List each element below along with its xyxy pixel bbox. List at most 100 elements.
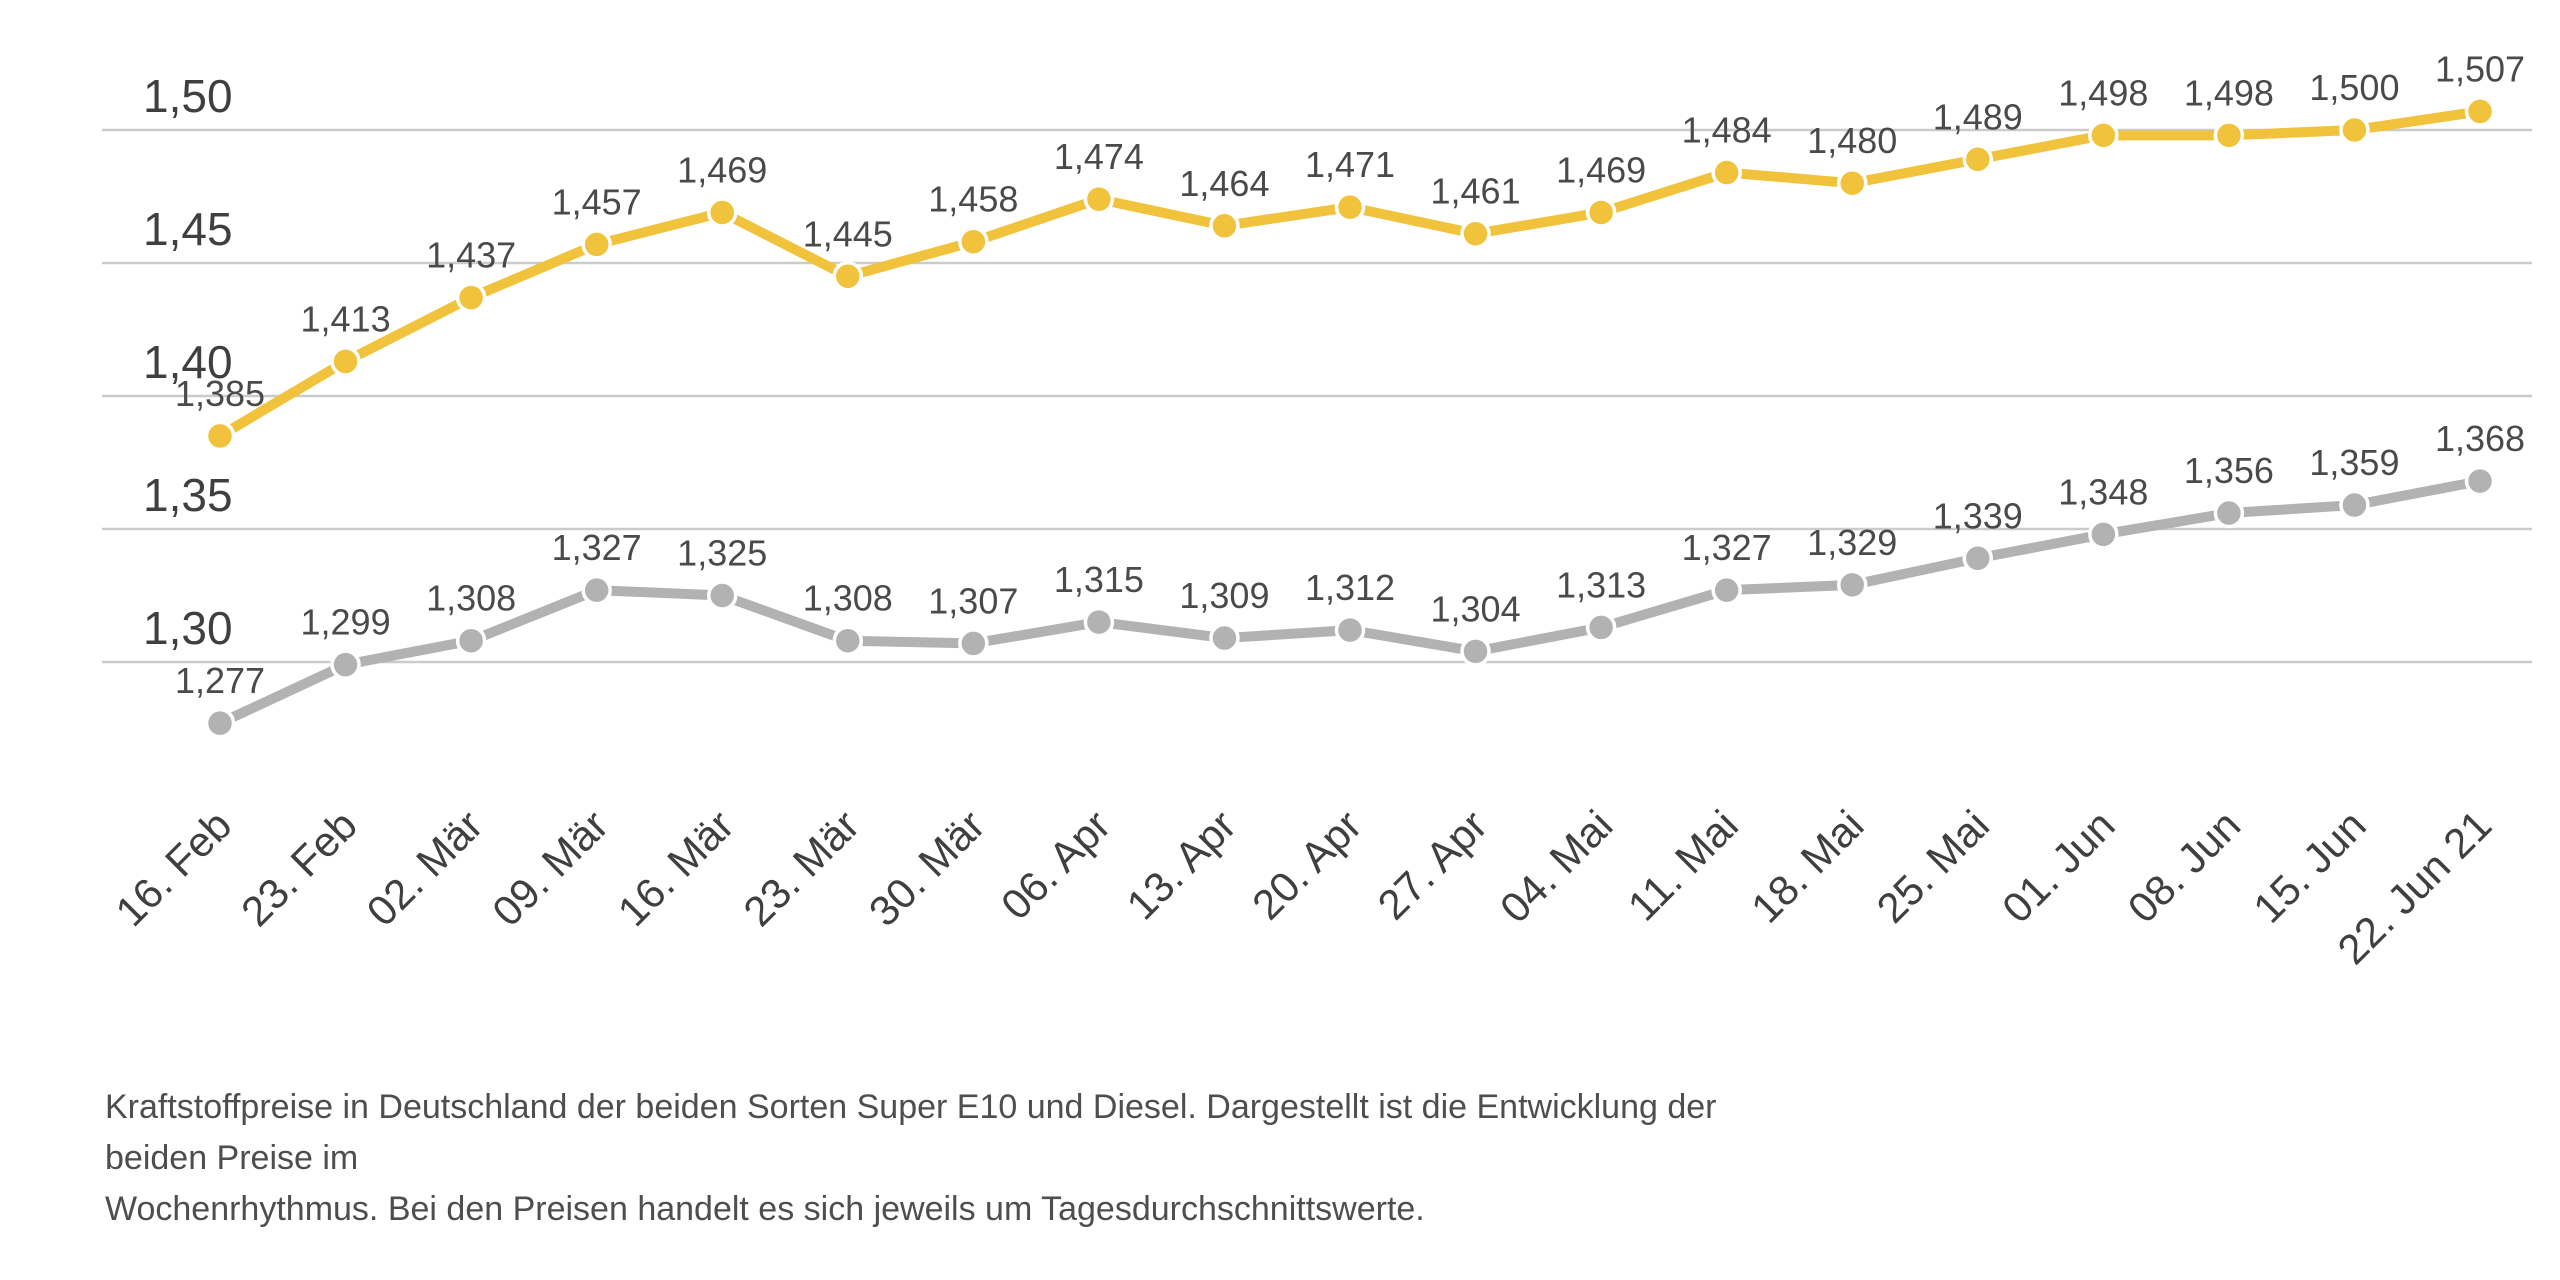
x-tick-label: 09. Mär bbox=[483, 801, 617, 935]
data-point bbox=[2464, 465, 2496, 497]
x-tick-label: 08. Jun bbox=[2119, 801, 2250, 932]
value-label: 1,480 bbox=[1807, 120, 1897, 161]
value-label: 1,329 bbox=[1807, 522, 1897, 563]
value-label: 1,327 bbox=[552, 527, 642, 568]
data-point bbox=[832, 625, 864, 656]
value-label: 1,327 bbox=[1682, 527, 1772, 568]
value-label: 1,356 bbox=[2184, 450, 2274, 491]
value-label: 1,309 bbox=[1179, 575, 1269, 616]
data-point bbox=[455, 625, 487, 656]
data-point bbox=[1585, 612, 1617, 643]
y-axis-label: 1,40 bbox=[143, 336, 233, 388]
data-point bbox=[2464, 96, 2496, 127]
x-tick-label: 20. Apr bbox=[1243, 801, 1370, 928]
data-point bbox=[2339, 489, 2370, 521]
data-point bbox=[1209, 210, 1240, 242]
data-point bbox=[958, 226, 989, 257]
value-label: 1,339 bbox=[1933, 495, 2023, 536]
x-tick-label: 18. Mai bbox=[1742, 801, 1873, 932]
y-axis-label: 1,35 bbox=[143, 469, 233, 521]
data-point bbox=[581, 229, 612, 260]
data-point bbox=[832, 261, 864, 292]
value-label: 1,308 bbox=[803, 578, 893, 619]
value-label: 1,458 bbox=[928, 179, 1018, 220]
data-point bbox=[706, 580, 738, 611]
data-point bbox=[581, 574, 612, 606]
value-label: 1,445 bbox=[803, 213, 893, 254]
y-axis-label: 1,50 bbox=[143, 70, 233, 122]
data-point bbox=[1209, 622, 1240, 654]
value-label: 1,469 bbox=[1556, 149, 1646, 190]
data-point bbox=[1711, 157, 1742, 188]
value-label: 1,498 bbox=[2184, 72, 2274, 113]
value-label: 1,325 bbox=[677, 533, 767, 574]
value-label: 1,498 bbox=[2058, 72, 2148, 113]
data-point bbox=[330, 649, 361, 680]
value-label: 1,277 bbox=[175, 660, 265, 701]
data-point bbox=[2213, 497, 2245, 529]
value-label: 1,469 bbox=[677, 149, 767, 190]
data-point bbox=[1585, 197, 1617, 228]
chart-caption: Kraftstoffpreise in Deutschland der beid… bbox=[105, 1082, 1765, 1235]
x-tick-label: 01. Jun bbox=[1993, 801, 2124, 932]
value-label: 1,313 bbox=[1556, 564, 1646, 605]
value-label: 1,299 bbox=[301, 602, 391, 643]
value-label: 1,500 bbox=[2309, 67, 2399, 108]
x-tick-label: 25. Mai bbox=[1868, 801, 1999, 932]
value-label: 1,315 bbox=[1054, 559, 1144, 600]
value-label: 1,437 bbox=[426, 235, 516, 276]
value-label: 1,312 bbox=[1305, 567, 1395, 608]
data-point bbox=[958, 628, 989, 659]
value-label: 1,461 bbox=[1431, 171, 1521, 212]
x-tick-label: 02. Mär bbox=[358, 801, 492, 935]
value-label: 1,308 bbox=[426, 578, 516, 619]
data-point bbox=[204, 707, 236, 739]
data-point bbox=[1836, 569, 1868, 601]
value-label: 1,359 bbox=[2309, 442, 2399, 483]
caption-line-1: Kraftstoffpreise in Deutschland der beid… bbox=[105, 1088, 1717, 1177]
value-label: 1,368 bbox=[2435, 418, 2525, 459]
value-label: 1,474 bbox=[1054, 136, 1144, 177]
data-point bbox=[1460, 218, 1491, 249]
data-point bbox=[1334, 614, 1366, 646]
data-point bbox=[330, 346, 361, 377]
data-point bbox=[1962, 144, 1994, 175]
value-label: 1,385 bbox=[175, 373, 265, 414]
fuel-price-chart: 1,50 1,45 1,40 1,35 1,30 16. Feb 23. Feb 02. Mä… bbox=[40, 16, 2560, 1228]
value-label: 1,507 bbox=[2435, 48, 2525, 89]
value-label: 1,464 bbox=[1179, 163, 1269, 204]
value-label: 1,348 bbox=[2058, 471, 2148, 512]
value-label: 1,471 bbox=[1305, 144, 1395, 185]
data-point bbox=[1460, 636, 1491, 667]
data-point bbox=[1334, 191, 1366, 223]
y-axis-label: 1,30 bbox=[143, 602, 233, 654]
data-point bbox=[706, 197, 738, 228]
data-point bbox=[1083, 606, 1115, 638]
value-label: 1,489 bbox=[1933, 96, 2023, 137]
data-point bbox=[1083, 183, 1115, 215]
data-point bbox=[2088, 120, 2119, 151]
caption-line-2: Wochenrhythmus. Bei den Preisen handelt … bbox=[105, 1190, 1425, 1228]
y-axis-label: 1,45 bbox=[143, 203, 233, 255]
x-tick-label: 06. Apr bbox=[992, 801, 1119, 928]
value-label: 1,484 bbox=[1682, 110, 1772, 151]
data-point bbox=[2088, 519, 2119, 550]
value-label: 1,307 bbox=[928, 580, 1018, 621]
x-tick-label: 27. Apr bbox=[1369, 801, 1496, 928]
data-point bbox=[204, 420, 236, 452]
x-tick-label: 13. Apr bbox=[1117, 801, 1244, 928]
data-point bbox=[2213, 120, 2245, 151]
x-tick-label: 30. Mär bbox=[860, 801, 994, 935]
data-point bbox=[455, 282, 487, 313]
x-tick-label: 23. Mär bbox=[734, 801, 868, 935]
value-label: 1,304 bbox=[1431, 588, 1521, 629]
x-tick-label: 23. Feb bbox=[232, 801, 366, 935]
data-point bbox=[1962, 543, 1994, 574]
data-point bbox=[1836, 167, 1868, 199]
x-tick-label: 11. Mai bbox=[1619, 801, 1747, 929]
x-tick-label: 04. Mai bbox=[1491, 801, 1622, 932]
x-tick-label: 16. Mär bbox=[609, 801, 743, 935]
value-label: 1,413 bbox=[301, 298, 391, 339]
value-label: 1,457 bbox=[552, 181, 642, 222]
